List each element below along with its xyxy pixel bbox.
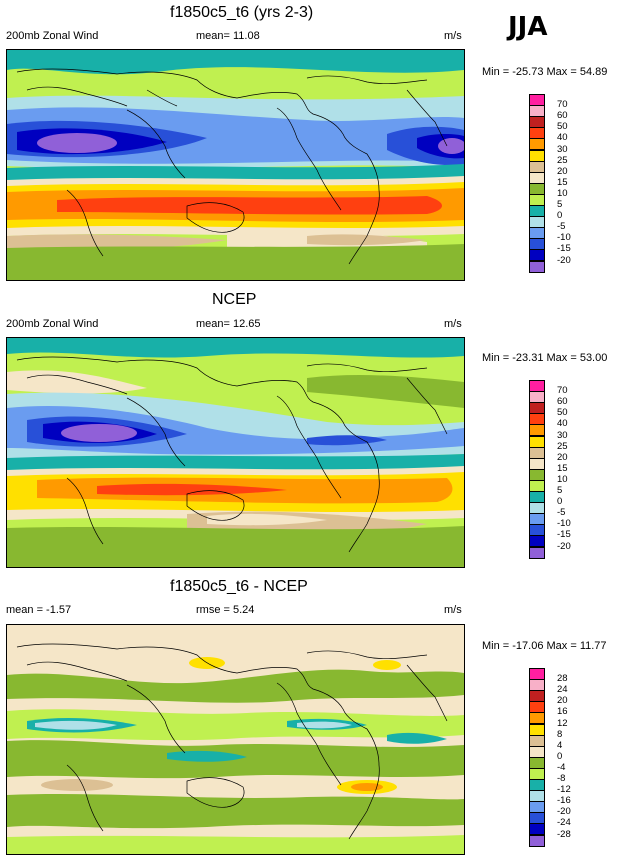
colorbar-level-label: 40: [557, 132, 568, 144]
colorbar-level-label: 12: [557, 717, 568, 729]
colorbar-level-label: 70: [557, 99, 568, 111]
colorbar-swatch: [529, 260, 545, 273]
colorbar-level-label: 0: [557, 496, 563, 508]
panel-1-minmax: Min = -25.73 Max = 54.89: [482, 66, 608, 78]
colorbar-level-label: 10: [557, 473, 568, 485]
panel-3-minmax: Min = -17.06 Max = 11.77: [482, 640, 607, 652]
colorbar-level-label: 30: [557, 143, 568, 155]
colorbar-level-label: -15: [557, 529, 571, 541]
panel-1-units: m/s: [444, 30, 462, 42]
colorbar-level-label: 50: [557, 121, 568, 133]
colorbar-level-label: 0: [557, 750, 563, 762]
panel-2-minmax: Min = -23.31 Max = 53.00: [482, 352, 608, 364]
colorbar-level-label: 60: [557, 396, 568, 408]
season-label: JJA: [508, 12, 548, 42]
colorbar-swatch: [529, 834, 545, 847]
colorbar-level-label: -20: [557, 806, 571, 818]
panel-3-units: m/s: [444, 604, 462, 616]
colorbar-level-label: 50: [557, 407, 568, 419]
colorbar-level-label: -5: [557, 221, 566, 233]
panel-2-field-label: 200mb Zonal Wind: [6, 318, 99, 330]
colorbar-level-label: 40: [557, 418, 568, 430]
panel-2-map: [6, 337, 465, 568]
colorbar-level-label: 4: [557, 739, 563, 751]
panel-2-units: m/s: [444, 318, 462, 330]
colorbar-level-label: -15: [557, 243, 571, 255]
colorbar-level-label: 20: [557, 165, 568, 177]
panel-3-mean: mean = -1.57: [6, 604, 72, 616]
colorbar-level-label: 15: [557, 462, 568, 474]
colorbar-level-label: 70: [557, 385, 568, 397]
colorbar-level-label: 25: [557, 440, 568, 452]
colorbar-level-label: 8: [557, 728, 563, 740]
colorbar-level-label: -10: [557, 232, 571, 244]
panel-1-mean: mean= 11.08: [196, 30, 260, 42]
colorbar-swatch: [529, 546, 545, 559]
colorbar-level-label: -10: [557, 518, 571, 530]
colorbar-level-label: 0: [557, 210, 563, 222]
colorbar-level-label: -24: [557, 817, 571, 829]
colorbar-level-label: 20: [557, 695, 568, 707]
colorbar-level-label: -12: [557, 784, 571, 796]
colorbar-level-label: -20: [557, 254, 571, 266]
colorbar-level-label: 24: [557, 684, 568, 696]
colorbar-level-label: -4: [557, 761, 566, 773]
colorbar-level-label: 28: [557, 673, 568, 685]
panel-1-map: [6, 49, 465, 281]
panel-2-mean: mean= 12.65: [196, 318, 261, 330]
panel-1-title: f1850c5_t6 (yrs 2-3): [170, 4, 314, 21]
panel-2-title: NCEP: [212, 291, 257, 308]
panel-3-map: [6, 624, 465, 855]
colorbar-level-label: 20: [557, 451, 568, 463]
panel-3-rmse: rmse = 5.24: [196, 604, 255, 616]
colorbar-level-label: 10: [557, 187, 568, 199]
colorbar-level-label: -28: [557, 828, 571, 840]
colorbar-level-label: 5: [557, 199, 563, 210]
colorbar-level-label: -5: [557, 507, 566, 519]
colorbar-level-label: -20: [557, 540, 571, 552]
colorbar-level-label: 25: [557, 154, 568, 166]
colorbar-level-label: 5: [557, 485, 563, 496]
colorbar-level-label: 16: [557, 706, 568, 718]
panel-1-field-label: 200mb Zonal Wind: [6, 30, 99, 42]
colorbar-level-label: 15: [557, 176, 568, 188]
colorbar-level-label: 30: [557, 429, 568, 441]
panel-3-title: f1850c5_t6 - NCEP: [170, 578, 308, 595]
colorbar-level-label: 60: [557, 110, 568, 122]
colorbar-level-label: -16: [557, 795, 571, 807]
colorbar-level-label: -8: [557, 773, 566, 784]
